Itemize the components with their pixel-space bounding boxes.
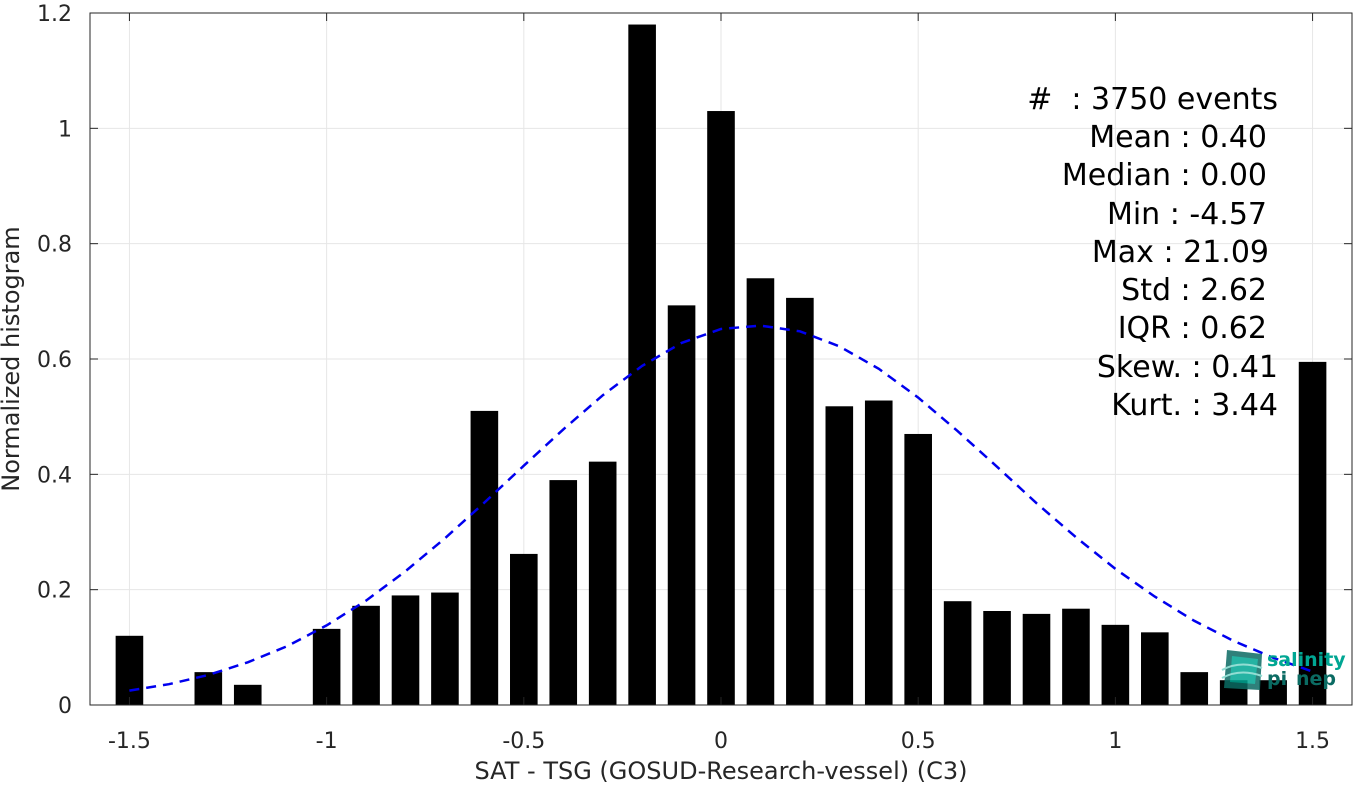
x-tick-label: 1 — [1108, 729, 1122, 754]
x-tick-label: 0 — [714, 729, 728, 754]
histogram-bar — [1298, 361, 1327, 705]
y-tick-label: 0.2 — [37, 579, 72, 604]
histogram-bar — [707, 111, 735, 706]
histogram-bar — [1259, 680, 1287, 705]
x-tick-label: -1 — [316, 729, 338, 754]
histogram-bars — [115, 24, 1327, 706]
histogram-bar — [312, 628, 341, 705]
histogram-bar — [786, 297, 814, 705]
x-axis-label: SAT - TSG (GOSUD-Research-vessel) (C3) — [475, 757, 968, 785]
histogram-bar — [549, 480, 578, 705]
stat-std: Std : 2.62 — [1121, 273, 1267, 308]
histogram-bar — [431, 592, 459, 705]
stat-iqr: IQR : 0.62 — [1118, 311, 1267, 346]
x-tick-label: 0.5 — [901, 729, 936, 754]
x-tick-label: -0.5 — [502, 729, 545, 754]
histogram-bar — [588, 461, 617, 705]
stat-min: Min : -4.57 — [1107, 197, 1267, 232]
y-tick-label: 0.8 — [37, 233, 72, 258]
axis-ticks: -1.5 -1 -0.5 0 0.5 1 1.5 0 0.2 0.4 0.6 0.8 1 1.2 — [37, 2, 1352, 754]
histogram-bar — [1022, 613, 1051, 705]
histogram-bar — [470, 410, 499, 705]
histogram-bar — [825, 406, 854, 705]
y-tick-label: 1 — [58, 117, 72, 142]
histogram-bar — [746, 278, 775, 705]
histogram-bar — [1062, 608, 1090, 705]
histogram-bar — [943, 601, 972, 705]
histogram-bar — [1101, 624, 1130, 705]
logo-line-2: pi — [1267, 668, 1287, 690]
y-tick-label: 0 — [58, 694, 72, 719]
x-tick-label: 1.5 — [1295, 729, 1330, 754]
stat-median: Median : 0.00 — [1062, 158, 1267, 193]
histogram-bar — [115, 635, 144, 705]
histogram-bar — [352, 605, 380, 705]
logo-line-3: nep — [1296, 668, 1336, 690]
histogram-bar — [1180, 672, 1209, 705]
histogram-bar — [391, 595, 420, 705]
stat-skew: Skew. : 0.41 — [1097, 350, 1278, 385]
y-tick-label: 0.4 — [37, 463, 72, 488]
histogram-bar — [983, 611, 1011, 705]
histogram-bar — [233, 684, 262, 705]
logo-waves-icon — [1221, 650, 1263, 690]
histogram-bar — [667, 305, 696, 705]
normal-fit-curve — [129, 324, 1314, 692]
x-tick-label: -1.5 — [108, 729, 151, 754]
stat-mean: Mean : 0.40 — [1089, 120, 1267, 155]
logo-line-1: salinity — [1267, 649, 1346, 671]
y-tick-label: 1.2 — [37, 2, 72, 27]
histogram-bar — [1141, 632, 1169, 705]
statistics-annotations: # : 3750 events Mean : 0.40 Median : 0.0… — [1027, 82, 1278, 423]
stat-kurt: Kurt. : 3.44 — [1111, 388, 1278, 423]
y-axis-label: Normalized histogram — [0, 226, 25, 491]
stat-count: # : 3750 events — [1027, 82, 1278, 117]
y-tick-label: 0.6 — [37, 348, 72, 373]
histogram-bar — [864, 400, 893, 705]
histogram-bar — [904, 433, 932, 705]
histogram-bar — [510, 553, 538, 705]
stat-max: Max : 21.09 — [1092, 235, 1269, 270]
fit-curve-line — [129, 324, 1314, 692]
salinity-pi-nep-logo: salinity pi nep — [1221, 649, 1346, 690]
